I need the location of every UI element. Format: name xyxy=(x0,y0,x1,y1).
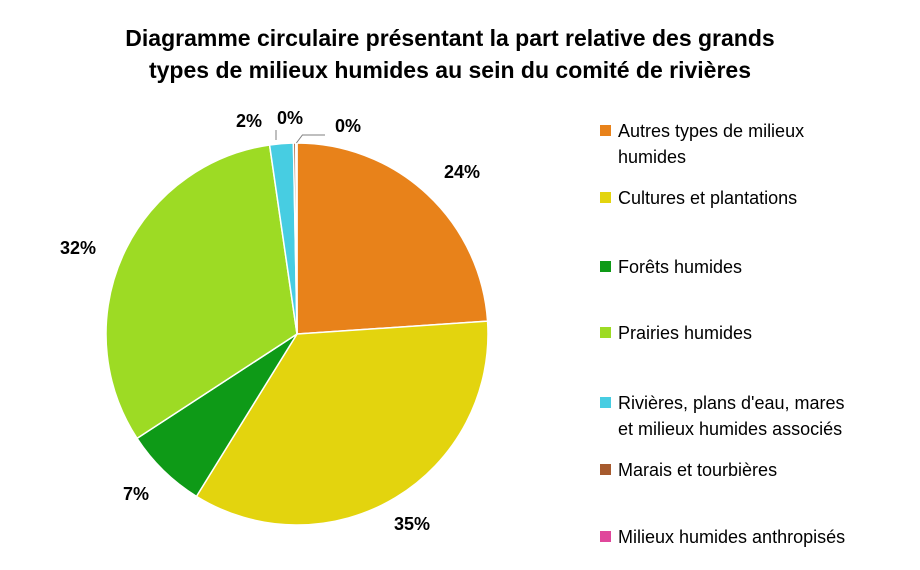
legend-label-line: humides xyxy=(618,147,687,167)
legend-swatch xyxy=(600,464,611,475)
legend-swatch xyxy=(600,125,611,136)
legend-label: Prairies humides xyxy=(618,320,752,346)
legend-item-marais-et-tourbieres: Marais et tourbières xyxy=(600,457,900,483)
legend-label-line: Forêts humides xyxy=(618,257,743,277)
data-label-autres-types-de-milieux-humides: 24% xyxy=(444,162,480,182)
legend-label-line: Cultures et plantations xyxy=(618,188,798,208)
pie-slice-prairies-humides xyxy=(105,144,298,440)
legend-label: Autres types de milieux humides xyxy=(618,118,804,170)
data-label-prairies-humides: 32% xyxy=(60,238,96,258)
chart-title-line-2: types de milieux humides au sein du comi… xyxy=(148,57,752,83)
legend-label: Milieux humides anthropisés xyxy=(618,524,845,550)
legend-swatch xyxy=(600,531,611,542)
data-label-rivieres-plans-d-eau-mares-et-milieux-humides-associes: 2% xyxy=(236,111,262,131)
chart-title-line-1: Diagramme circulaire présentant la part … xyxy=(125,25,775,51)
legend-label-line: Milieux humides anthropisés xyxy=(618,527,846,547)
pie-slice-cultures-et-plantations xyxy=(195,320,489,526)
legend-item-rivieres-plans-d-eau-mares-et-milieux-humides-associes: Rivières, plans d'eau, mares et milieux h… xyxy=(600,390,900,442)
pie-slice-autres-types-de-milieux-humides xyxy=(296,142,489,335)
legend-swatch xyxy=(600,327,611,338)
legend-label: Forêts humides xyxy=(618,254,742,280)
legend-label: Marais et tourbières xyxy=(618,457,777,483)
legend-label: Rivières, plans d'eau, mares et milieux h… xyxy=(618,390,845,442)
data-label-forets-humides: 7% xyxy=(123,484,149,504)
legend-label-line: Autres types de milieux xyxy=(618,121,805,141)
legend-label-line: Rivières, plans d'eau, mares xyxy=(618,393,845,413)
data-label-milieux-humides-anthropises: 0% xyxy=(335,116,361,136)
legend-swatch xyxy=(600,192,611,203)
legend-label-line: Prairies humides xyxy=(618,323,753,343)
chart-title: Diagramme circulaire présentant la part … xyxy=(20,22,880,86)
legend-swatch xyxy=(600,261,611,272)
data-label-marais-et-tourbieres: 0% xyxy=(277,108,303,128)
legend-label-line: Marais et tourbières xyxy=(618,460,778,480)
legend-item-milieux-humides-anthropises: Milieux humides anthropisés xyxy=(600,524,900,550)
legend-item-prairies-humides: Prairies humides xyxy=(600,320,900,346)
legend-label: Cultures et plantations xyxy=(618,185,797,211)
legend-item-forets-humides: Forêts humides xyxy=(600,254,900,280)
data-label-cultures-et-plantations: 35% xyxy=(394,514,430,534)
legend-label-line: et milieux humides associés xyxy=(618,419,843,439)
legend-item-cultures-et-plantations: Cultures et plantations xyxy=(600,185,900,211)
legend-swatch xyxy=(600,397,611,408)
leader-line xyxy=(296,134,325,144)
legend-item-autres-types-de-milieux-humides: Autres types de milieux humides xyxy=(600,118,900,170)
